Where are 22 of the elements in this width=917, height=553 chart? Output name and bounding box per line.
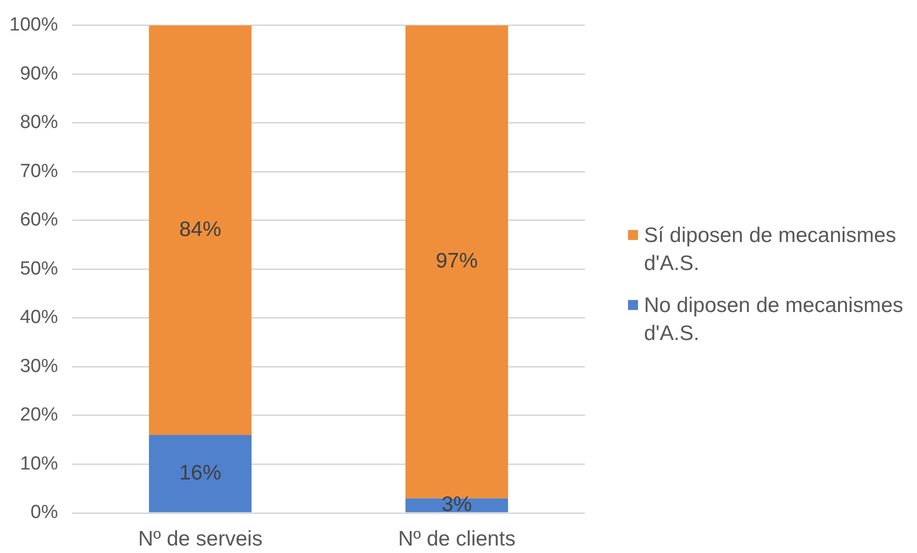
data-label: 84% xyxy=(179,218,222,241)
y-tick-label: 70% xyxy=(20,160,58,182)
bar xyxy=(405,498,508,512)
x-tick-label: Nº de serveis xyxy=(138,527,262,550)
bar xyxy=(148,25,252,435)
y-tick-label: 20% xyxy=(20,404,58,426)
y-tick-label: 60% xyxy=(20,210,58,231)
y-tick-label: 40% xyxy=(20,307,58,328)
bar xyxy=(148,434,252,512)
x-tick-label: Nº de clients xyxy=(398,527,516,550)
legend-label: Sí diposen de mecanismes d'A.S. xyxy=(644,223,898,277)
y-tick-label: 90% xyxy=(20,63,58,84)
y-tick-label: 100% xyxy=(9,14,58,36)
y-tick-label: 10% xyxy=(20,453,58,474)
y-tick-label: 80% xyxy=(20,112,58,134)
legend-label: No diposen de mecanismes d'A.S. xyxy=(644,293,904,347)
y-tick-label: 30% xyxy=(20,356,58,377)
y-tick-label: 50% xyxy=(20,258,58,280)
data-label: 16% xyxy=(179,461,222,484)
y-tick-label: 0% xyxy=(30,502,58,524)
data-label: 3% xyxy=(442,493,472,516)
data-label: 97% xyxy=(436,250,478,273)
